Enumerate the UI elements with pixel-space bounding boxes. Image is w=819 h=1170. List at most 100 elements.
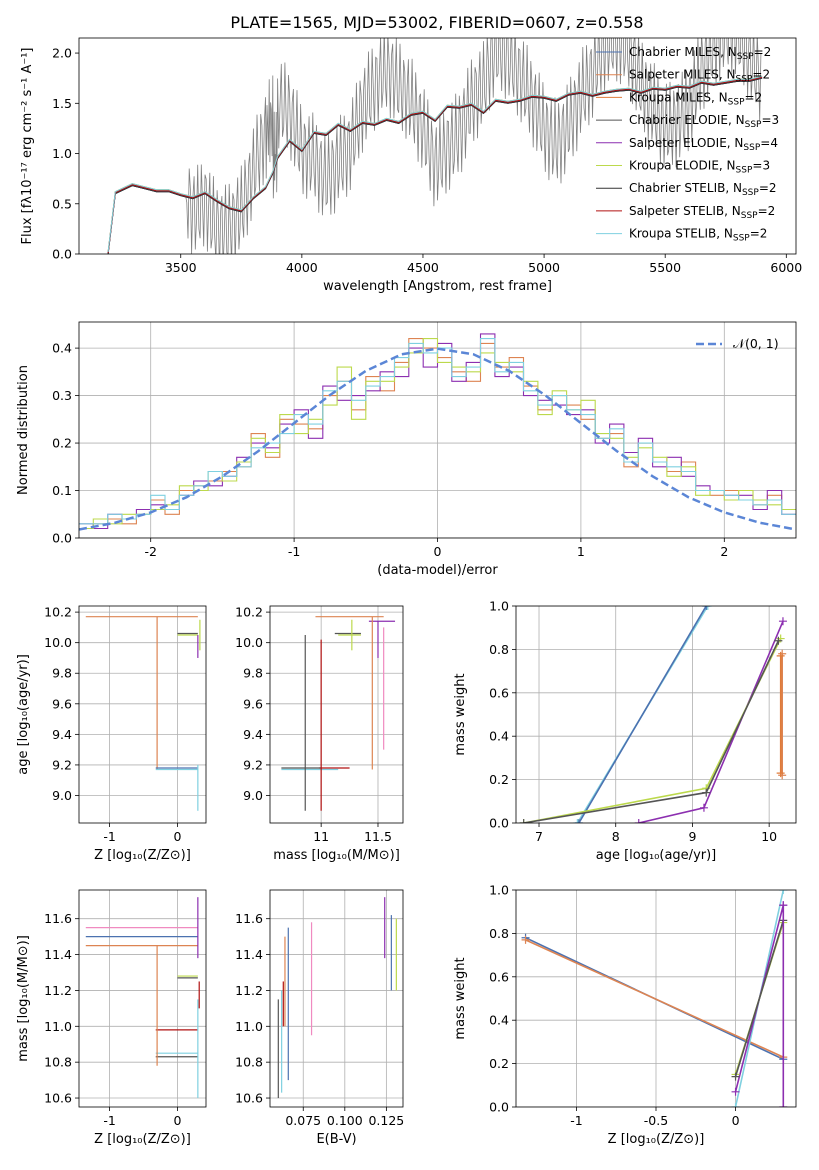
weight-marker [779, 890, 788, 894]
weight-line [638, 620, 784, 823]
massweight-vs-age-ytick-label: 0.8 [489, 642, 509, 657]
massweight-vs-Z-xlabel: Z [log₁₀(Z/Z⊙)] [608, 1132, 705, 1147]
mass-vs-Z-ytick-label: 10.6 [44, 1091, 72, 1106]
mass-vs-EBV-xlabel: E(B-V) [316, 1132, 356, 1147]
residuals-ytick-label: 0.2 [52, 436, 72, 451]
massweight-vs-age-plot-area [516, 606, 796, 823]
massweight-vs-Z-plot-area [516, 890, 796, 1107]
legend-entry: Salpeter ELODIE, NSSP=4 [629, 136, 778, 153]
figure-title: PLATE=1565, MJD=53002, FIBERID=0607, z=0… [230, 13, 643, 32]
mass-vs-EBV-ytick-label: 10.8 [235, 1055, 263, 1070]
spectrum-ytick-label: 1.5 [52, 96, 72, 111]
mass-vs-EBV-xtick-label: 0.100 [327, 1113, 363, 1128]
age-vs-mass-ytick-label: 9.6 [243, 696, 263, 711]
legend-entry: Salpeter STELIB, NSSP=2 [629, 204, 775, 221]
weight-marker [574, 819, 583, 823]
spectrum-panel: 3500 4000 4500 5000 5500 6000 0.0 0.5 1.0 1.5 2.0 w… [20, 37, 802, 294]
age-vs-mass-xtick-label: 11 [313, 829, 329, 844]
massweight-vs-Z-panel: -1 -0.5 0 0.0 0.2 0.4 0.6 0.8 1.0 Z [log₁₀(Z/Z⊙)]… [453, 883, 797, 1147]
spectrum-data-line [107, 38, 762, 254]
spectrum-xtick-label: 3500 [165, 260, 197, 275]
massweight-vs-age-ytick-label: 0.2 [489, 772, 509, 787]
residual-legend: 𝒩(0, 1) [696, 336, 779, 351]
spectrum-xtick-label: 5000 [528, 260, 560, 275]
age-vs-Z-xlabel: Z [log₁₀(Z/Z⊙)] [94, 848, 191, 863]
legend-entry-subscript: SSP [743, 143, 760, 153]
spectrum-ytick-label: 0.0 [52, 247, 72, 262]
massweight-vs-age-xlabel: age [log₁₀(age/yr)] [596, 848, 717, 863]
mass-vs-Z-ytick-label: 11.4 [44, 947, 72, 962]
legend-entry-count: =2 [750, 227, 768, 241]
mass-vs-Z-xtick-label: -1 [103, 1113, 115, 1128]
legend-entry-count: =2 [745, 90, 763, 104]
weight-marker [778, 649, 787, 658]
legend-entry-subscript: SSP [736, 75, 753, 85]
mass-vs-Z-plot-area [79, 890, 206, 1107]
residuals-ytick-label: 0.0 [52, 531, 72, 546]
residuals-ytick-label: 0.1 [52, 483, 72, 498]
mass-vs-Z-ylabel: mass [log₁₀(M/M⊙)] [16, 935, 31, 1062]
mass-vs-EBV-ytick-label: 11.6 [235, 911, 263, 926]
legend-entry-subscript: SSP [728, 97, 745, 107]
legend-entry: Kroupa STELIB, NSSP=2 [629, 227, 767, 244]
legend-entry: Salpeter MILES, NSSP=2 [629, 68, 770, 85]
weight-marker [779, 1103, 788, 1107]
mass-vs-Z-xlabel: Z [log₁₀(Z/Z⊙)] [94, 1132, 191, 1147]
weight-marker [774, 636, 783, 645]
weight-marker [519, 819, 528, 823]
residual-histogram [79, 338, 796, 530]
mass-vs-Z-ytick-label: 11.2 [44, 983, 72, 998]
legend-entry-subscript: SSP [742, 188, 759, 198]
massweight-vs-Z-ytick-label: 0.2 [489, 1056, 509, 1071]
spectrum-ytick-label: 0.5 [52, 196, 72, 211]
massweight-vs-age-xtick-label: 10 [761, 829, 777, 844]
legend-entry-count: =2 [758, 204, 776, 218]
age-vs-mass-ytick-label: 9.8 [243, 666, 263, 681]
massweight-vs-age-ytick-label: 1.0 [489, 599, 509, 614]
massweight-vs-Z-ytick-label: 0.0 [489, 1100, 509, 1115]
spectrum-xtick-label: 4500 [407, 260, 439, 275]
weight-marker [778, 771, 787, 780]
residuals-xlabel: (data-model)/error [377, 563, 498, 578]
age-vs-Z-ytick-label: 9.0 [52, 788, 72, 803]
weight-marker [634, 819, 643, 823]
age-vs-Z-xtick-label: -1 [103, 829, 115, 844]
massweight-vs-Z-xtick-label: -1 [570, 1113, 582, 1128]
spectrum-model-line [107, 77, 763, 254]
age-vs-Z-xtick-label: 0 [173, 829, 181, 844]
legend-entry-subscript: SSP [737, 52, 754, 62]
normal-curve [79, 347, 796, 531]
mass-vs-EBV-ytick-label: 11.0 [235, 1019, 263, 1034]
age-vs-mass-plot-area [270, 606, 403, 823]
mass-vs-Z-frame [78, 889, 207, 1108]
residuals-ytick-label: 0.3 [52, 388, 72, 403]
residuals-xtick-label: 1 [577, 544, 585, 559]
age-vs-mass-ytick-label: 9.4 [243, 727, 263, 742]
massweight-vs-age-ytick-label: 0.6 [489, 685, 509, 700]
age-vs-mass-ytick-label: 10.0 [235, 635, 263, 650]
mass-vs-EBV-ytick-label: 11.2 [235, 983, 263, 998]
residuals-ytick-label: 0.4 [52, 341, 72, 356]
legend-entry: Chabrier ELODIE, NSSP=3 [629, 113, 779, 130]
age-vs-Z-panel: -1 0 9.0 9.2 9.4 9.6 9.8 10.0 10.2 Z [log₁₀(Z/Z⊙)… [16, 605, 207, 863]
residuals-ylabel: Normed distribution [16, 365, 31, 495]
age-vs-Z-frame [78, 605, 207, 824]
legend-entry-count: =3 [761, 113, 779, 127]
mass-vs-EBV-panel: 0.075 0.100 0.125 10.6 10.8 11.0 11.2 11.4 11.6 E… [235, 889, 404, 1147]
weight-marker [776, 769, 785, 778]
age-vs-mass-ytick-label: 10.2 [235, 605, 263, 620]
weight-marker [779, 901, 788, 910]
spectrum-xtick-label: 6000 [770, 260, 802, 275]
residuals-xtick-label: -2 [144, 544, 156, 559]
mass-vs-Z-ytick-label: 10.8 [44, 1055, 72, 1070]
weight-line [578, 606, 707, 823]
residuals-xtick-label: -1 [288, 544, 300, 559]
weight-line [523, 640, 780, 823]
weight-marker [699, 803, 708, 812]
mass-vs-Z-ytick-label: 11.0 [44, 1019, 72, 1034]
spectrum-frame [78, 37, 797, 255]
massweight-vs-age-ytick-label: 0.0 [489, 816, 509, 831]
mass-vs-EBV-xtick-label: 0.075 [285, 1113, 321, 1128]
age-vs-mass-xtick-label: 11.5 [364, 829, 392, 844]
